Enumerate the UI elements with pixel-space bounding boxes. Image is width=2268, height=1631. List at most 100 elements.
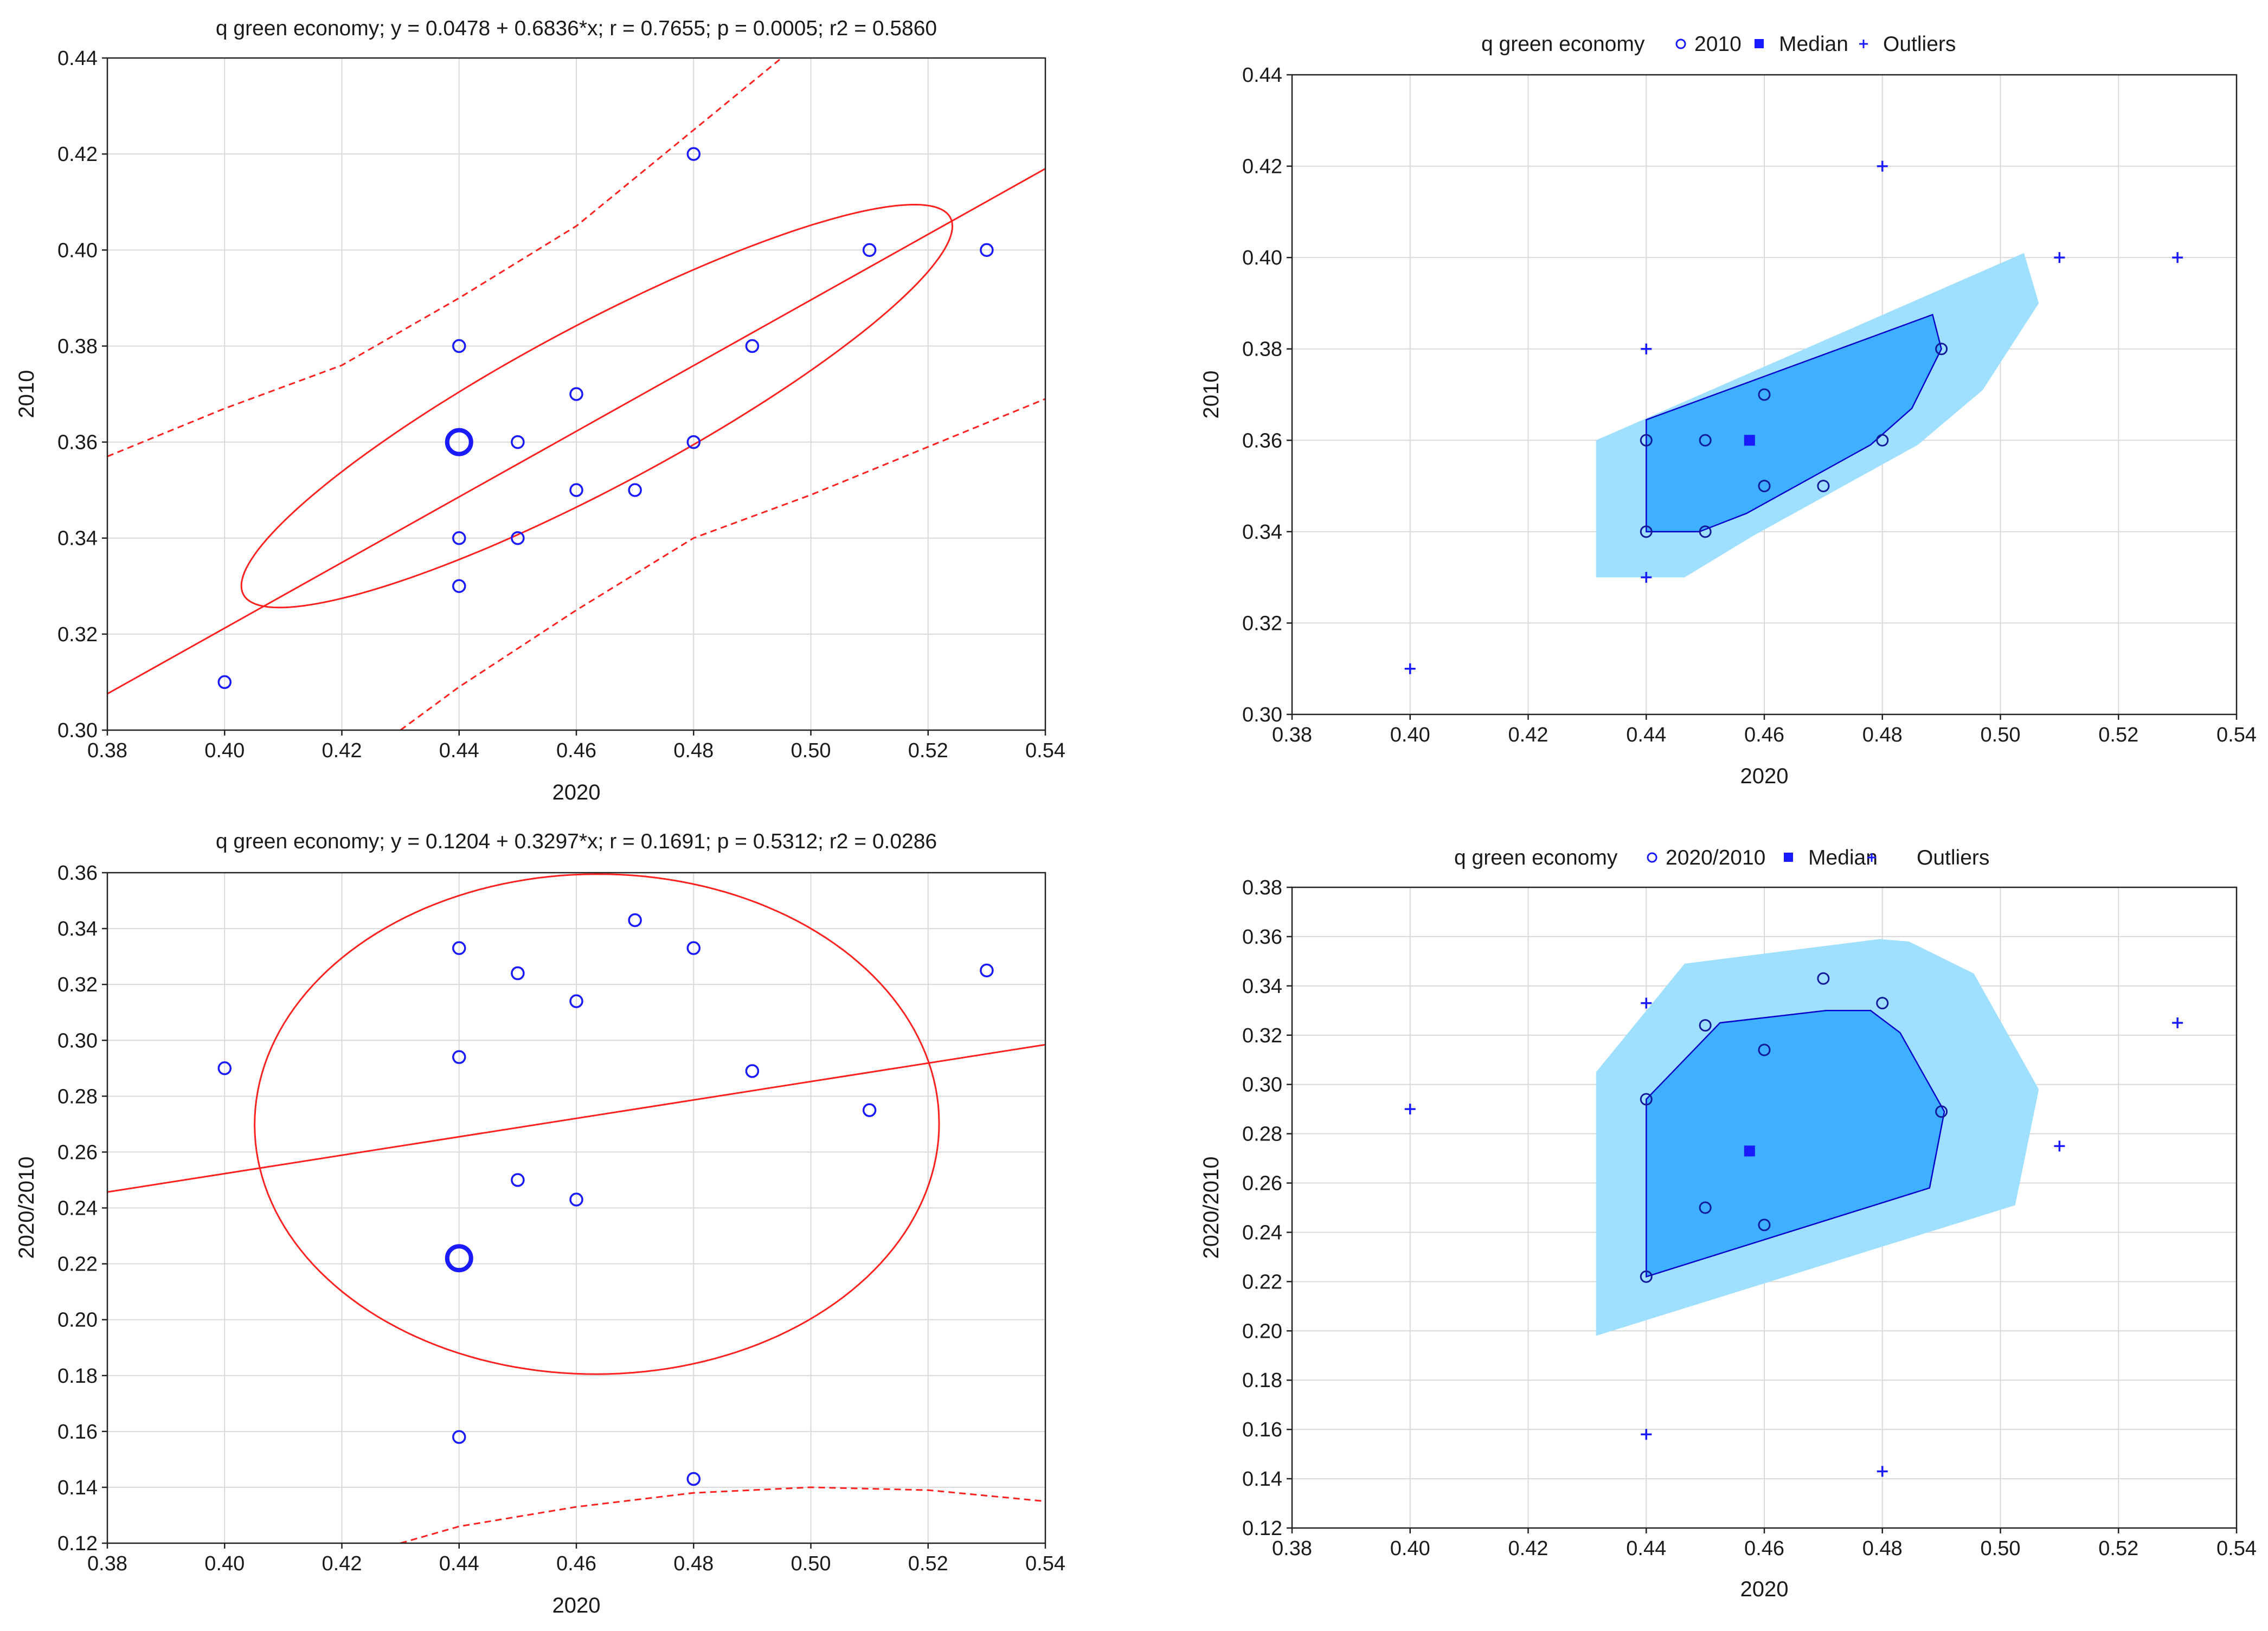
confidence-band-lower <box>400 1486 1045 1543</box>
legend-cross-marker-br <box>1867 853 1876 862</box>
y-tick-label: 0.38 <box>1242 876 1282 899</box>
y-tick-label: 0.32 <box>57 623 98 646</box>
y-tick-labels-br: 0.12 0.14 0.16 0.18 0.20 0.22 0.24 0.26 0.28 0.30… <box>1242 876 1282 1540</box>
median-marker <box>1744 435 1755 446</box>
data-point <box>569 387 583 401</box>
bag-point <box>1817 972 1830 985</box>
data-point <box>862 243 877 257</box>
y-tick-label: 0.16 <box>1242 1419 1282 1441</box>
x-tick-label: 0.50 <box>1981 724 2021 746</box>
chart-title-bl: q green economy; y = 0.1204 + 0.3297*x; … <box>216 830 937 853</box>
y-tick-label: 0.34 <box>1242 521 1282 544</box>
bag-point <box>1758 1043 1771 1056</box>
panel-top-right: 0.30 0.32 0.34 0.36 0.38 0.40 0.42 0.44 0.38 0.4… <box>1199 33 2257 788</box>
y-tick-label: 0.18 <box>57 1365 98 1388</box>
y-tick-label: 0.34 <box>1242 975 1282 998</box>
x-tick-label: 0.40 <box>1390 1537 1430 1560</box>
legend-circle-marker-br <box>1647 852 1657 863</box>
legend-item-outliers-tr: Outliers <box>1883 33 1956 56</box>
bag-point <box>1758 388 1771 401</box>
data-point <box>569 483 583 497</box>
y-tick-label: 0.36 <box>1242 926 1282 949</box>
y-tick-label: 0.16 <box>57 1421 98 1443</box>
x-tick-label: 0.42 <box>1508 724 1549 746</box>
y-tick-label: 0.40 <box>1242 247 1282 269</box>
legend-title-tr: q green economy <box>1481 33 1645 56</box>
y-tick-label: 0.26 <box>57 1141 98 1164</box>
bag-point <box>1699 434 1712 447</box>
legend-br: q green economy 2020/2010 Median Outlier… <box>1454 846 1989 869</box>
outlier-marker <box>1641 997 1652 1009</box>
grid-tl <box>102 57 1046 736</box>
legend-item-series-tr: 2010 <box>1694 33 1742 56</box>
x-tick-label: 0.50 <box>791 739 831 762</box>
data-point <box>686 435 701 449</box>
x-tick-label: 0.44 <box>1626 724 1666 746</box>
y-tick-label: 0.18 <box>1242 1369 1282 1392</box>
x-tick-label: 0.38 <box>87 739 127 762</box>
y-axis-label-br: 2020/2010 <box>1199 1156 1223 1259</box>
x-axis-label-bl: 2020 <box>552 1594 601 1617</box>
regression-line <box>107 1043 1045 1193</box>
data-point <box>452 339 466 353</box>
confidence-ellipse <box>254 873 940 1375</box>
x-tick-label: 0.52 <box>908 1552 948 1575</box>
y-tick-label: 0.32 <box>57 974 98 996</box>
data-point <box>745 339 760 353</box>
y-tick-label: 0.44 <box>1242 64 1282 87</box>
data-point <box>862 1103 877 1117</box>
legend-item-series-br: 2020/2010 <box>1666 846 1765 869</box>
x-tick-label: 0.50 <box>1981 1537 2021 1560</box>
data-point <box>569 1192 583 1207</box>
regression-line <box>107 167 1045 695</box>
y-tick-label: 0.30 <box>1242 1074 1282 1097</box>
x-tick-label: 0.42 <box>322 739 362 762</box>
bag-point <box>1758 480 1771 493</box>
x-tick-label: 0.48 <box>673 1552 714 1575</box>
bag-point <box>1876 997 1889 1010</box>
x-axis-label-tr: 2020 <box>1740 764 1789 788</box>
y-tick-label: 0.36 <box>57 862 98 885</box>
x-axis-label-br: 2020 <box>1740 1577 1789 1601</box>
y-tick-labels-bl: 0.12 0.14 0.16 0.18 0.20 0.22 0.24 0.26 0.28 0.30… <box>57 862 98 1555</box>
highlight-point <box>445 428 473 456</box>
y-tick-label: 0.22 <box>57 1253 98 1276</box>
x-tick-label: 0.54 <box>2216 724 2257 746</box>
outlier-marker <box>2172 1017 2183 1029</box>
data-point <box>980 963 994 978</box>
data-point <box>511 966 525 981</box>
x-tick-label: 0.46 <box>556 739 596 762</box>
confidence-band-upper <box>107 58 783 457</box>
legend-square-marker-br <box>1784 853 1793 862</box>
data-point <box>511 1173 525 1187</box>
y-axis-label-bl: 2020/2010 <box>15 1156 38 1259</box>
bag-point <box>1935 343 1948 356</box>
y-tick-label: 0.32 <box>1242 612 1282 635</box>
x-tick-label: 0.54 <box>1025 739 1065 762</box>
data-point <box>511 531 525 545</box>
y-tick-label: 0.22 <box>1242 1271 1282 1293</box>
x-tick-label: 0.44 <box>439 739 479 762</box>
x-tick-labels-tl: 0.38 0.40 0.42 0.44 0.46 0.48 0.50 0.52 0.54 <box>87 739 1065 762</box>
legend-square-marker-tr <box>1755 39 1764 48</box>
x-tick-label: 0.50 <box>791 1552 831 1575</box>
x-tick-label: 0.48 <box>673 739 714 762</box>
x-tick-label: 0.48 <box>1862 724 1903 746</box>
y-tick-label: 0.14 <box>1242 1468 1282 1491</box>
bag-point <box>1758 1219 1771 1232</box>
y-tick-label: 0.24 <box>1242 1221 1282 1244</box>
x-tick-label: 0.42 <box>322 1552 362 1575</box>
y-tick-label: 0.34 <box>57 918 98 940</box>
plot-content-tr <box>1404 160 2183 674</box>
outlier-marker <box>1404 1104 1416 1115</box>
median-marker <box>1744 1145 1755 1157</box>
y-tick-label: 0.30 <box>1242 704 1282 726</box>
x-tick-label: 0.46 <box>1744 1537 1784 1560</box>
x-tick-label: 0.40 <box>204 1552 245 1575</box>
legend-circle-marker-tr <box>1675 38 1686 49</box>
y-tick-labels-tl: 0.30 0.32 0.34 0.36 0.38 0.40 0.42 0.44 <box>57 47 98 742</box>
data-point <box>686 147 701 161</box>
x-tick-label: 0.46 <box>1744 724 1784 746</box>
y-tick-label: 0.36 <box>1242 429 1282 452</box>
